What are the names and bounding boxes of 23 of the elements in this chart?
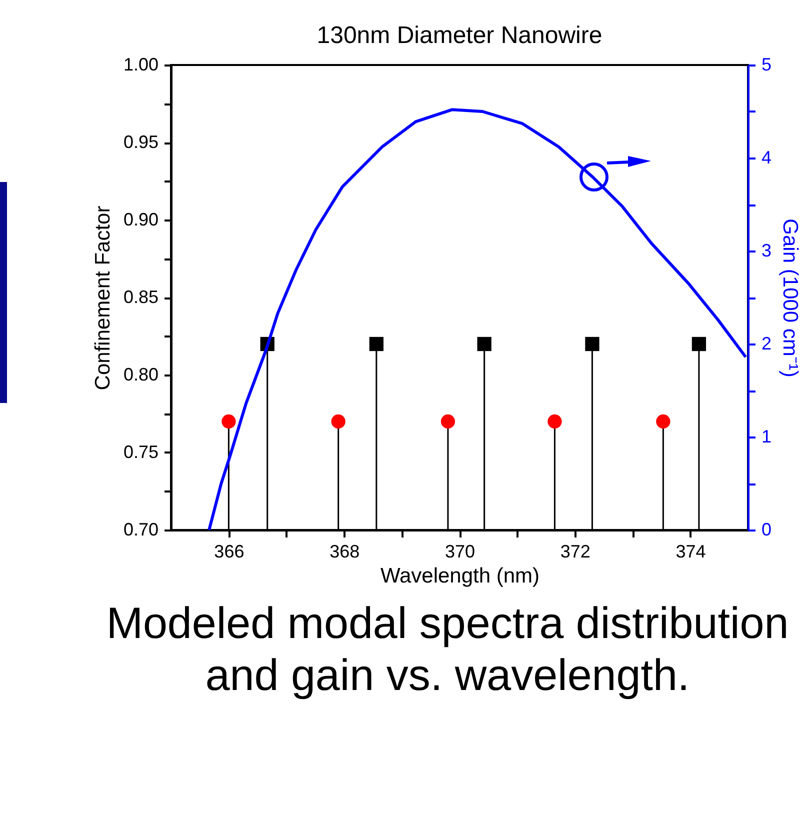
text: 0.70 — [123, 520, 158, 540]
y2-tick-label: 4 — [762, 148, 772, 168]
y-tick-label: 0.85 — [123, 287, 158, 307]
x-tick-label: 366 — [214, 542, 244, 562]
y2-axis-title: Gain (1000 cm⁻¹) — [778, 218, 802, 378]
x-tick-label: 372 — [560, 542, 590, 562]
text: Modeled modal spectra distribution and gain vs. wavelength. — [105, 598, 790, 702]
x-tick-label: 374 — [676, 542, 706, 562]
y-tick-label: 0.95 — [123, 132, 158, 152]
y2-tick-label: 1 — [762, 426, 772, 446]
chart-title: 130nm Diameter Nanowire — [316, 22, 602, 49]
y2-tick-label: 5 — [762, 54, 772, 74]
y2-tick-label: 3 — [762, 240, 772, 260]
y-axis-title: Confinement Factor — [91, 206, 114, 390]
y2-tick-label: 2 — [762, 334, 772, 354]
x-axis-title: Wavelength (nm) — [380, 564, 540, 588]
y-tick-label: 0.75 — [123, 442, 158, 462]
y-tick-label: 0.80 — [123, 364, 158, 384]
y-tick-label: 0.90 — [123, 210, 158, 230]
x-tick-label: 368 — [330, 542, 360, 562]
y-tick-label: 1.00 — [123, 54, 158, 74]
y2-tick-label: 0 — [762, 520, 772, 540]
x-tick-label: 370 — [444, 542, 476, 562]
